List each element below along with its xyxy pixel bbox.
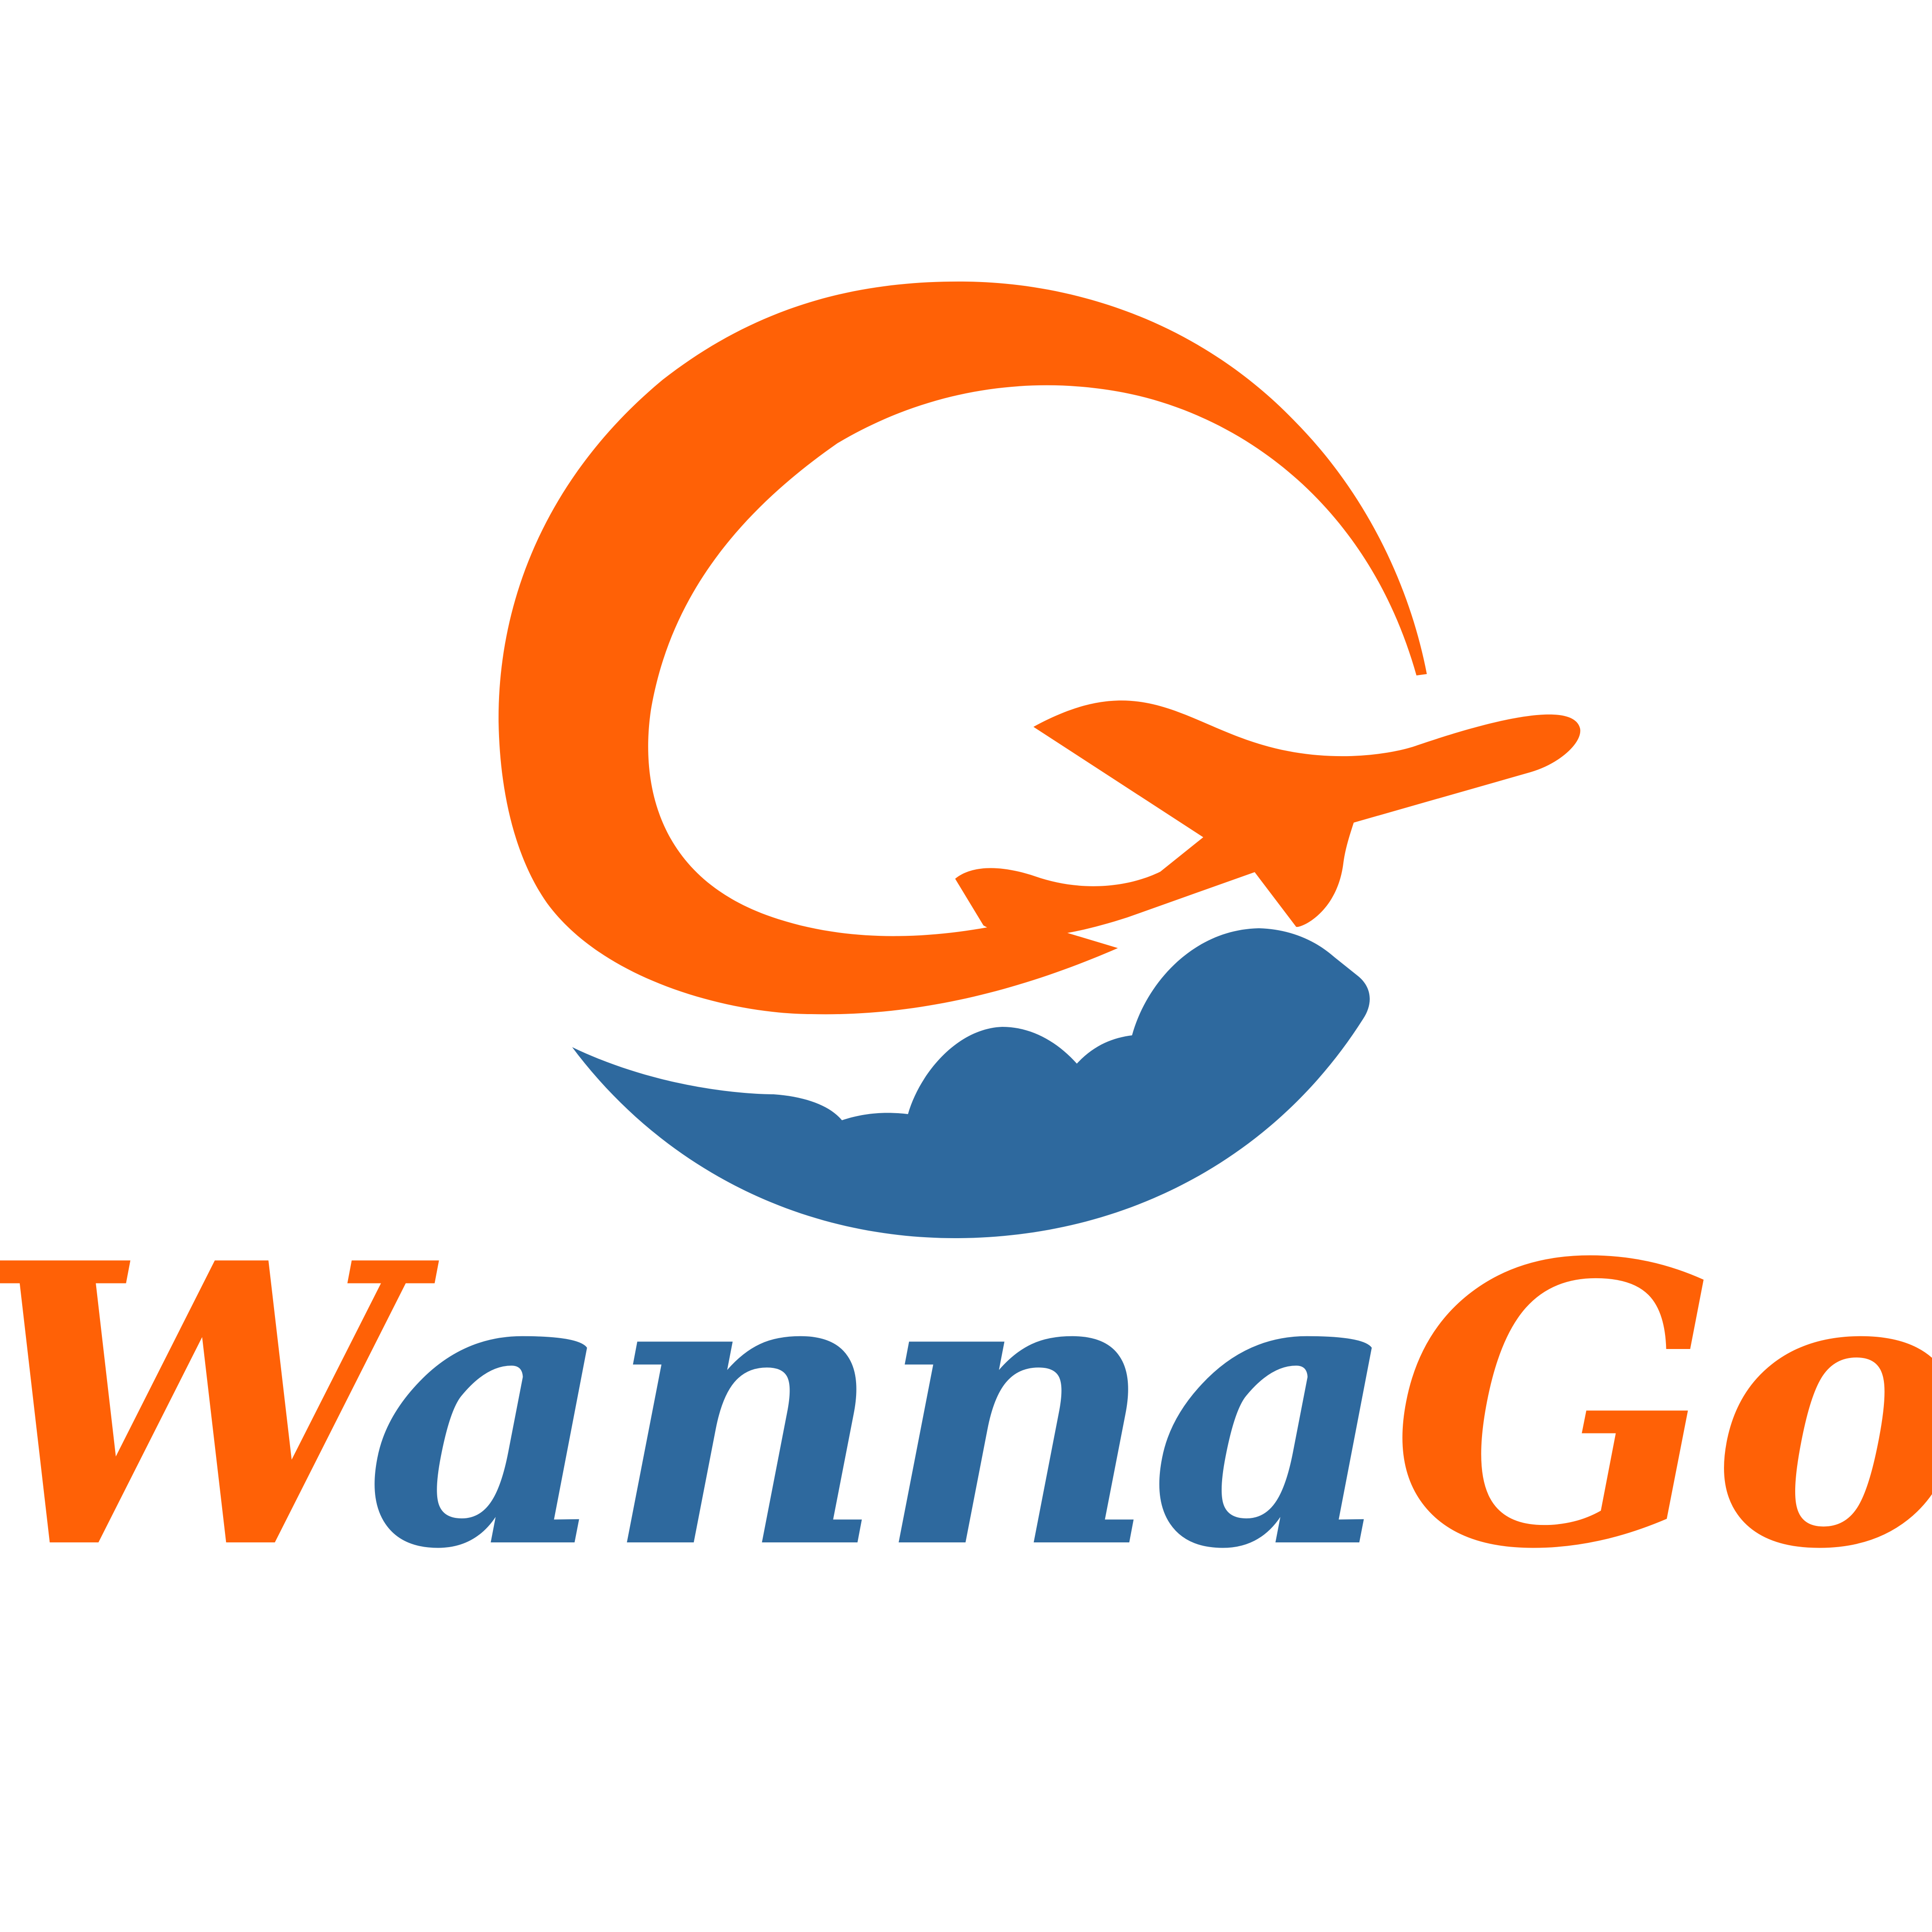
wordmark-wanna: Wanna <box>0 1180 1390 1634</box>
wordmark-anna: anna <box>364 1180 1390 1634</box>
swoosh-arc <box>498 281 1427 1015</box>
cloud-icon <box>572 928 1370 1238</box>
airplane-icon <box>955 700 1581 937</box>
wordmark-go: Go <box>1390 1180 1932 1634</box>
brand-wordmark: WannaGo <box>0 1180 1932 1634</box>
